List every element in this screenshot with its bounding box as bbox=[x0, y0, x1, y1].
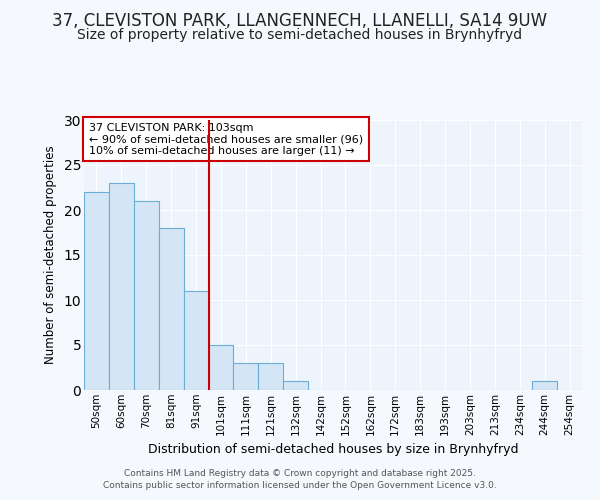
Text: 37 CLEVISTON PARK: 103sqm
← 90% of semi-detached houses are smaller (96)
10% of : 37 CLEVISTON PARK: 103sqm ← 90% of semi-… bbox=[89, 122, 363, 156]
Bar bbox=[84, 192, 109, 390]
Bar bbox=[184, 291, 209, 390]
Bar bbox=[209, 345, 233, 390]
Bar bbox=[159, 228, 184, 390]
Text: Size of property relative to semi-detached houses in Brynhyfryd: Size of property relative to semi-detach… bbox=[77, 28, 523, 42]
X-axis label: Distribution of semi-detached houses by size in Brynhyfryd: Distribution of semi-detached houses by … bbox=[148, 443, 518, 456]
Bar bbox=[283, 381, 308, 390]
Bar bbox=[532, 381, 557, 390]
Bar bbox=[134, 201, 159, 390]
Bar bbox=[109, 183, 134, 390]
Y-axis label: Number of semi-detached properties: Number of semi-detached properties bbox=[44, 146, 56, 364]
Bar bbox=[233, 363, 259, 390]
Text: 37, CLEVISTON PARK, LLANGENNECH, LLANELLI, SA14 9UW: 37, CLEVISTON PARK, LLANGENNECH, LLANELL… bbox=[52, 12, 548, 30]
Text: Contains public sector information licensed under the Open Government Licence v3: Contains public sector information licen… bbox=[103, 481, 497, 490]
Bar bbox=[259, 363, 283, 390]
Text: Contains HM Land Registry data © Crown copyright and database right 2025.: Contains HM Land Registry data © Crown c… bbox=[124, 468, 476, 477]
